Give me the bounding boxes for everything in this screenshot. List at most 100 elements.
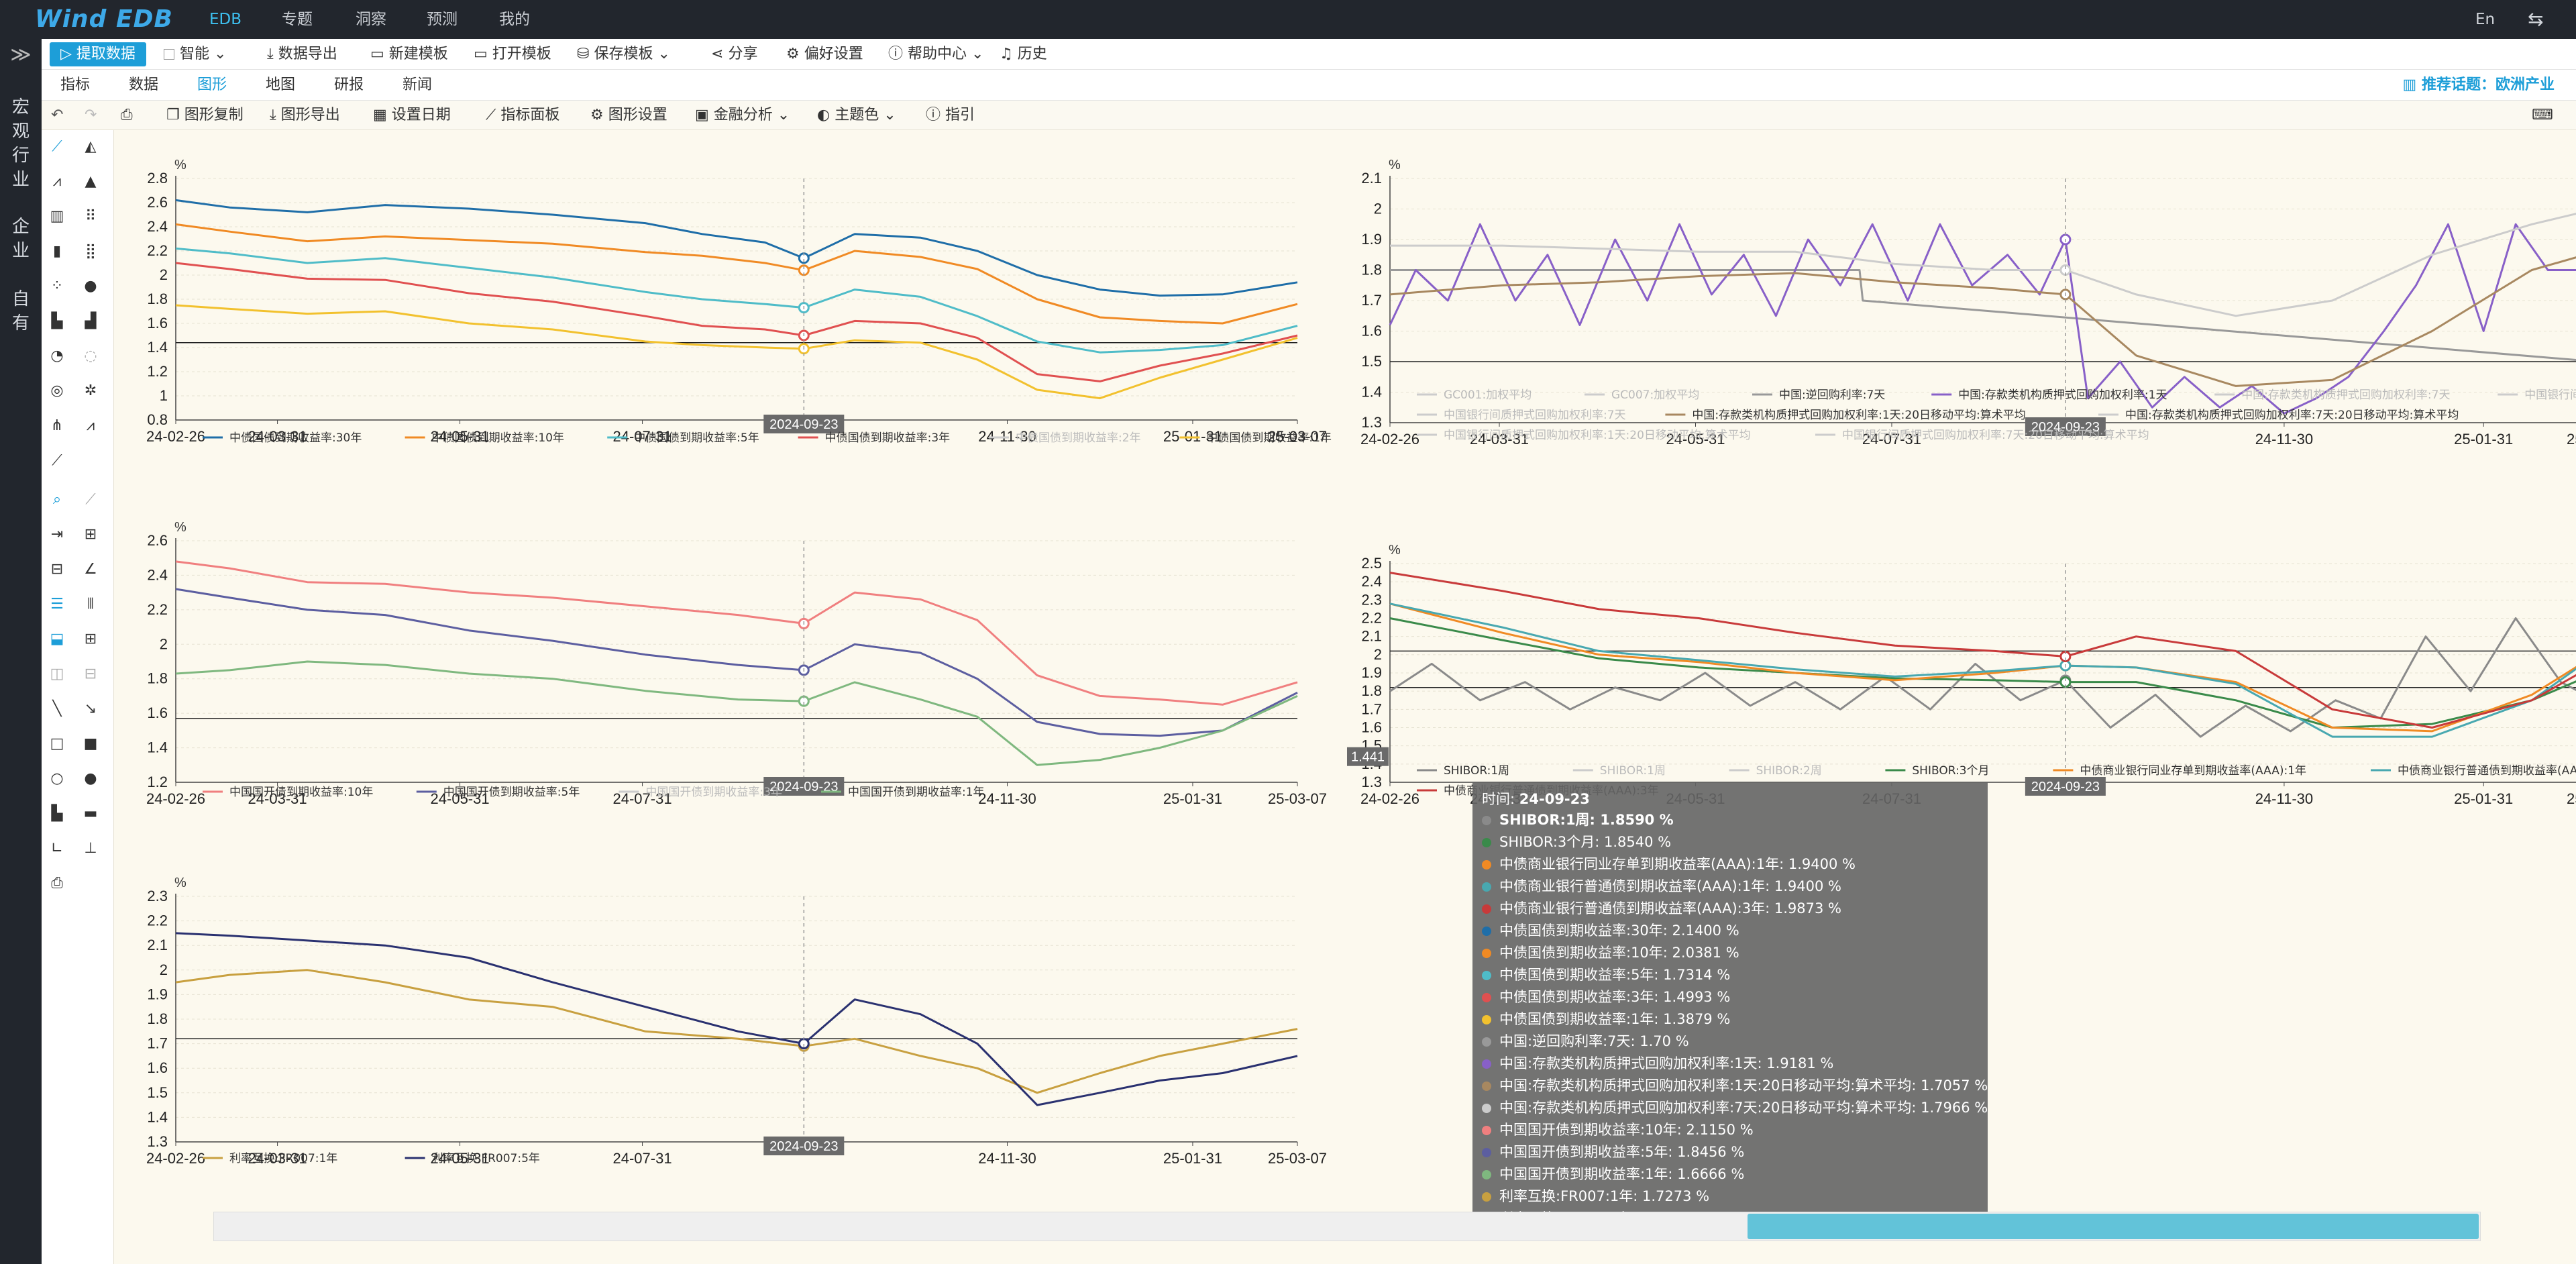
series-line[interactable] bbox=[175, 304, 1298, 400]
expand-sidebar-icon[interactable]: ≫ bbox=[10, 43, 32, 66]
line-tool-icon[interactable]: ╲ bbox=[52, 700, 62, 717]
baseline-icon[interactable]: ⊥ bbox=[84, 840, 97, 857]
legend-item[interactable]: 中债国债到期收益率:1年 bbox=[1206, 431, 1332, 445]
series-line[interactable] bbox=[175, 262, 1298, 382]
note-icon[interactable]: ⎙ bbox=[51, 875, 63, 892]
series-line[interactable] bbox=[1389, 602, 2576, 738]
list-icon[interactable]: ☰ bbox=[50, 596, 64, 613]
sidebar-item-macro-industry[interactable]: 宏观行业 bbox=[11, 97, 30, 190]
tab-news[interactable]: 新闻 bbox=[402, 76, 433, 93]
legend-item[interactable]: SHIBOR:1周 bbox=[1444, 764, 1509, 778]
swap-icon[interactable]: ⇆ bbox=[2528, 8, 2544, 30]
radar-icon[interactable]: ✲ bbox=[84, 382, 97, 399]
nav-insight[interactable]: 洞察 bbox=[356, 11, 386, 28]
series-line[interactable] bbox=[1390, 269, 2576, 362]
legend-item[interactable]: SHIBOR:1周 bbox=[1600, 764, 1666, 778]
tab-data[interactable]: 数据 bbox=[129, 76, 159, 93]
set-date-button[interactable]: ▦ 设置日期 bbox=[373, 101, 451, 130]
legend-item[interactable]: 中债国债到期收益率:2年 bbox=[1016, 431, 1141, 445]
open-template-button[interactable]: ▭ 打开模板 bbox=[474, 39, 551, 70]
legend-item[interactable]: 中国国开债到期收益率:5年 bbox=[443, 786, 580, 799]
nav-mine[interactable]: 我的 bbox=[499, 11, 530, 28]
legend-item[interactable]: 中国国开债到期收益率:10年 bbox=[229, 786, 373, 799]
theme-color-dropdown[interactable]: ◐ 主题色 ⌄ bbox=[817, 101, 896, 130]
series-line[interactable] bbox=[1390, 209, 2576, 317]
legend-item[interactable]: 中国国开债到期收益率:1年 bbox=[848, 786, 985, 799]
tab-research[interactable]: 研报 bbox=[334, 76, 364, 93]
legend-item[interactable]: SHIBOR:2周 bbox=[1756, 764, 1822, 778]
legend-item[interactable]: 中债国债到期收益率:5年 bbox=[634, 431, 759, 445]
histogram-icon[interactable]: ▟ bbox=[85, 313, 97, 329]
split-horizontal-icon[interactable]: ⊟ bbox=[84, 666, 97, 682]
keyboard-icon[interactable]: ⌨ bbox=[2532, 107, 2553, 123]
tab-map[interactable]: 地图 bbox=[266, 76, 296, 93]
nav-forecast[interactable]: 预测 bbox=[427, 11, 458, 28]
insert-icon[interactable]: ⇥ bbox=[50, 526, 64, 543]
legend-item[interactable]: 中国:存款类机构质押式回购加权利率:1天 bbox=[1958, 388, 2167, 402]
language-toggle[interactable]: En bbox=[2475, 11, 2496, 28]
rectangle-filled-icon[interactable]: ■ bbox=[83, 735, 98, 752]
panel-bottom-icon[interactable]: ⬓ bbox=[50, 631, 64, 647]
grid-icon[interactable]: ⊞ bbox=[84, 631, 97, 647]
indicator-panel-button[interactable]: ⟋ 指标面板 bbox=[486, 101, 559, 130]
legend-item[interactable]: 中国银行间质押式回购加权利率:7天:20日移动平均:算术平均 bbox=[1842, 429, 2149, 442]
grouped-column-icon[interactable]: ⣿ bbox=[85, 243, 97, 260]
legend-item[interactable]: 中债商业银行同业存单到期收益率(AAA):1年 bbox=[2080, 764, 2306, 778]
tab-graph[interactable]: 图形 bbox=[197, 76, 227, 93]
scatter-icon[interactable]: ⁘ bbox=[50, 278, 64, 295]
data-export-button[interactable]: ⤓ 数据导出 bbox=[267, 39, 337, 70]
series-line[interactable] bbox=[175, 560, 1298, 706]
history-button[interactable]: ♫ 历史 bbox=[1000, 39, 1047, 70]
range-scrollbar-thumb[interactable] bbox=[1748, 1214, 2479, 1239]
legend-item[interactable]: 中国国开债到期收益率:3年 bbox=[645, 786, 782, 799]
series-line[interactable] bbox=[1389, 572, 2576, 729]
fetch-data-button[interactable]: ▷ 提取数据 bbox=[50, 42, 146, 66]
recommended-topic-link[interactable]: ▥ 推荐话题：欧洲产业 bbox=[2403, 70, 2555, 101]
series-line[interactable] bbox=[1389, 602, 2576, 733]
legend-item[interactable]: GC007:加权平均 bbox=[1611, 388, 1699, 402]
arrow-tool-icon[interactable]: ↘ bbox=[84, 700, 97, 717]
charts-canvas[interactable]: % 0.8 1 1.2 1.4 1.6 1.8 2 2.2 2.4 2.6 2.8 24-02-26 24… bbox=[114, 130, 2576, 1264]
new-template-button[interactable]: ▭ 新建模板 bbox=[370, 39, 448, 70]
graph-settings-button[interactable]: ⚙ 图形设置 bbox=[590, 101, 667, 130]
nav-topics[interactable]: 专题 bbox=[282, 11, 313, 28]
line-chart-icon[interactable]: ⟋ bbox=[52, 138, 62, 155]
add-box-icon[interactable]: ⊞ bbox=[84, 526, 97, 543]
dotted-bar-icon[interactable]: ⠿ bbox=[85, 208, 97, 225]
legend-item[interactable]: 中债国债到期收益率:10年 bbox=[432, 431, 564, 445]
financial-analysis-dropdown[interactable]: ▣ 金融分析 ⌄ bbox=[695, 101, 790, 130]
legend-item[interactable]: GC001:加权平均 bbox=[1444, 388, 1532, 402]
sidebar-item-own[interactable]: 自有 bbox=[11, 289, 30, 333]
rectangle-outline-icon[interactable]: □ bbox=[50, 735, 64, 752]
bubble-icon[interactable]: ● bbox=[84, 278, 97, 295]
undo-icon[interactable]: ↶ bbox=[51, 107, 64, 123]
legend-item[interactable]: 中国银行间质押式回购加权利率:1天 bbox=[2524, 388, 2576, 402]
zoom-icon[interactable]: ⌕ bbox=[52, 491, 62, 508]
donut-chart-icon[interactable]: ◌ bbox=[84, 348, 97, 364]
smart-checkbox[interactable] bbox=[164, 49, 174, 60]
bar-right-icon[interactable]: ▬ bbox=[83, 805, 98, 822]
ellipse-filled-icon[interactable]: ● bbox=[84, 770, 97, 787]
wind-edb-logo[interactable]: Wind EDB bbox=[35, 5, 173, 33]
tab-indicator[interactable]: 指标 bbox=[60, 76, 91, 93]
series-line[interactable] bbox=[1389, 223, 2576, 415]
columns-icon[interactable]: ⦀ bbox=[87, 596, 94, 613]
waterfall-icon[interactable]: ▙ bbox=[51, 313, 63, 329]
bar-left-icon[interactable]: ▙ bbox=[51, 805, 63, 822]
series-line[interactable] bbox=[1389, 617, 2576, 738]
legend-item[interactable]: 中债国债到期收益率:3年 bbox=[825, 431, 951, 445]
area-chart-icon[interactable]: ◭ bbox=[85, 138, 97, 155]
range-scrollbar[interactable] bbox=[213, 1212, 2481, 1241]
smart-dropdown[interactable]: 智能 ⌄ bbox=[164, 39, 226, 70]
nav-edb[interactable]: EDB bbox=[209, 11, 242, 28]
trend-icon[interactable]: ⩘ bbox=[86, 417, 95, 434]
kline-icon[interactable]: ⟋ bbox=[52, 452, 62, 469]
series-line[interactable] bbox=[175, 247, 1298, 354]
legend-item[interactable]: 中债商业银行普通债到期收益率(AAA):1年 bbox=[2398, 764, 2576, 778]
mountain-icon[interactable]: ⟋ bbox=[85, 491, 96, 508]
graph-export-button[interactable]: ⤓ 图形导出 bbox=[270, 101, 340, 130]
ellipse-outline-icon[interactable]: ○ bbox=[50, 770, 64, 787]
legend-item[interactable]: 中国:逆回购利率:7天 bbox=[1779, 388, 1885, 402]
preferences-button[interactable]: ⚙ 偏好设置 bbox=[786, 39, 863, 70]
save-template-button[interactable]: ⛁ 保存模板 ⌄ bbox=[577, 39, 670, 70]
